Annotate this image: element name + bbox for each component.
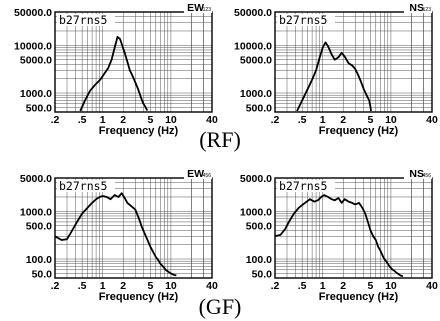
x-tick-label: .2 — [271, 114, 280, 126]
x-tick-label: .2 — [51, 114, 60, 126]
chart-rf-ns: 500.0 1000.0 5000.0 10000.0 50000.0 .2 .5 1 2 5 10… — [234, 2, 438, 137]
chart-gf-ns: 50.0 100.0 500.0 1000.0 5000.0 .2 .5 1 2 5 10 40 Fre… — [240, 168, 438, 303]
x-tick-label: 2 — [120, 280, 126, 292]
component-label: EW — [187, 168, 204, 180]
x-tick-label: 5 — [147, 280, 153, 292]
y-tick-label: 1000.0 — [20, 206, 52, 218]
y-tick-label: 10000.0 — [234, 40, 272, 52]
component-label-bg — [404, 168, 432, 179]
y-tick-label: 500.0 — [26, 102, 52, 114]
y-tick-label: 10000.0 — [14, 40, 52, 52]
x-tick-label: 10 — [165, 114, 177, 126]
series-line — [54, 192, 177, 277]
x-tick-label: .5 — [78, 280, 87, 292]
x-tick-label: .5 — [78, 114, 87, 126]
component-label-bg — [184, 2, 212, 13]
station-label-bg — [57, 180, 115, 192]
y-tick-label: 100.0 — [246, 254, 272, 266]
component-sub-label: 123 — [203, 7, 212, 13]
plot-frame — [54, 177, 213, 279]
component-sub-label: 456 — [423, 173, 432, 179]
y-tick-label: 500.0 — [26, 221, 52, 233]
y-tick-label: 500.0 — [246, 221, 272, 233]
y-tick-label: 5000.0 — [240, 173, 272, 185]
x-tick-label: 40 — [426, 114, 438, 126]
plot-frame — [274, 177, 433, 279]
station-label: b27rns5 — [59, 179, 107, 193]
chart-gf-ew: 50.0 100.0 500.0 1000.0 5000.0 .2 .5 1 2 5 10 40 Fre… — [20, 168, 218, 303]
series-line — [79, 36, 149, 112]
x-tick-label: 40 — [206, 280, 218, 292]
y-tick-label: 100.0 — [26, 254, 52, 266]
station-label: b27rns5 — [59, 13, 107, 27]
component-sub-label: 123 — [423, 7, 432, 13]
plot-frame — [54, 11, 213, 113]
component-label-bg — [404, 2, 432, 13]
x-axis-label: Frequency (Hz) — [319, 125, 399, 137]
x-tick-label: 40 — [206, 114, 218, 126]
x-tick-label: 10 — [165, 280, 177, 292]
x-tick-label: 10 — [385, 280, 397, 292]
station-label-bg — [277, 180, 335, 192]
x-tick-label: 1 — [320, 114, 326, 126]
x-tick-label: .2 — [271, 280, 280, 292]
component-label: NS — [409, 2, 424, 14]
component-sub-label: 456 — [203, 173, 212, 179]
component-label-bg — [184, 168, 212, 179]
x-tick-label: 5 — [147, 114, 153, 126]
plot-frame — [274, 11, 433, 113]
x-axis-label: Frequency (Hz) — [99, 291, 179, 303]
y-tick-label: 1000.0 — [240, 88, 272, 100]
x-tick-label: .2 — [51, 280, 60, 292]
y-tick-label: 1000.0 — [240, 206, 272, 218]
x-tick-label: 1 — [100, 280, 106, 292]
x-tick-label: 2 — [340, 114, 346, 126]
component-label: NS — [409, 168, 424, 180]
y-tick-label: 500.0 — [246, 102, 272, 114]
station-label-bg — [57, 14, 115, 26]
caption-rf: (RF) — [199, 127, 241, 152]
x-tick-label: 5 — [367, 114, 373, 126]
y-tick-label: 50000.0 — [234, 7, 272, 19]
y-tick-label: 1000.0 — [20, 88, 52, 100]
x-tick-label: 2 — [120, 114, 126, 126]
y-tick-label: 5000.0 — [20, 55, 52, 67]
x-tick-label: .5 — [298, 114, 307, 126]
x-tick-label: 2 — [340, 280, 346, 292]
x-tick-label: .5 — [298, 280, 307, 292]
y-tick-label: 50.0 — [32, 268, 53, 280]
y-tick-label: 5000.0 — [20, 173, 52, 185]
x-tick-label: 1 — [320, 280, 326, 292]
chart-rf-ew: 500.0 1000.0 5000.0 10000.0 50000.0 .2 .5 1 2 5 10… — [14, 2, 218, 137]
x-tick-label: 5 — [367, 280, 373, 292]
x-tick-label: 10 — [385, 114, 397, 126]
series-line — [274, 194, 403, 277]
series-line — [296, 41, 372, 112]
x-tick-label: 1 — [100, 114, 106, 126]
caption-gf: (GF) — [198, 294, 242, 319]
y-tick-label: 5000.0 — [240, 55, 272, 67]
station-label: b27rns5 — [279, 179, 327, 193]
y-tick-label: 50.0 — [252, 268, 273, 280]
station-label-bg — [277, 14, 335, 26]
x-tick-label: 40 — [426, 280, 438, 292]
component-label: EW — [187, 2, 204, 14]
y-tick-label: 50000.0 — [14, 7, 52, 19]
station-label: b27rns5 — [279, 13, 327, 27]
x-axis-label: Frequency (Hz) — [319, 291, 399, 303]
x-axis-label: Frequency (Hz) — [99, 125, 179, 137]
